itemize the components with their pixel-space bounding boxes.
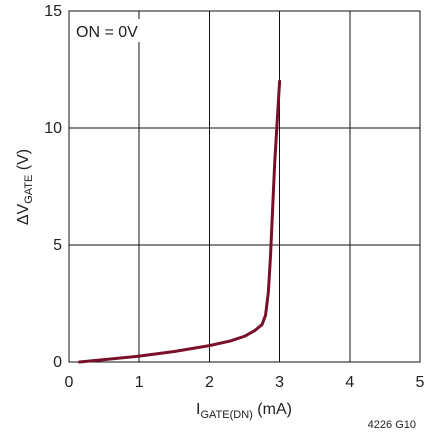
x-axis-title-subscript: GATE(DN) <box>200 409 252 421</box>
y-tick-label: 0 <box>53 354 62 371</box>
x-tick-label: 4 <box>345 374 354 391</box>
y-axis-title-main: ΔV <box>15 203 32 225</box>
x-tick-label: 3 <box>275 374 284 391</box>
x-tick-label: 1 <box>135 374 144 391</box>
y-axis-title-unit: (V) <box>15 149 32 175</box>
x-tick-label: 0 <box>65 374 74 391</box>
grid <box>69 11 420 362</box>
x-axis-title-unit: (mA) <box>253 401 292 418</box>
y-tick-labels: 0 5 10 15 <box>44 3 62 371</box>
y-axis-title-subscript: GATE <box>23 175 35 204</box>
x-axis-title: IGATE(DN) (mA) <box>196 401 292 421</box>
series-layer <box>78 79 282 364</box>
x-tick-label: 5 <box>416 374 424 391</box>
figure-code: 4226 G10 <box>368 419 416 431</box>
y-tick-label: 10 <box>44 120 62 137</box>
x-tick-label: 2 <box>205 374 214 391</box>
x-axis-title-main: I <box>196 401 200 418</box>
x-tick-labels: 0 1 2 3 4 5 <box>65 374 424 391</box>
plot-frame <box>68 10 421 363</box>
annotation-text: ON = 0V <box>76 24 138 41</box>
series-line <box>78 79 282 364</box>
y-tick-label: 5 <box>53 237 62 254</box>
y-axis-title: ΔVGATE (V) <box>15 149 35 225</box>
annotation-background <box>73 19 146 42</box>
y-tick-label: 15 <box>44 3 62 20</box>
